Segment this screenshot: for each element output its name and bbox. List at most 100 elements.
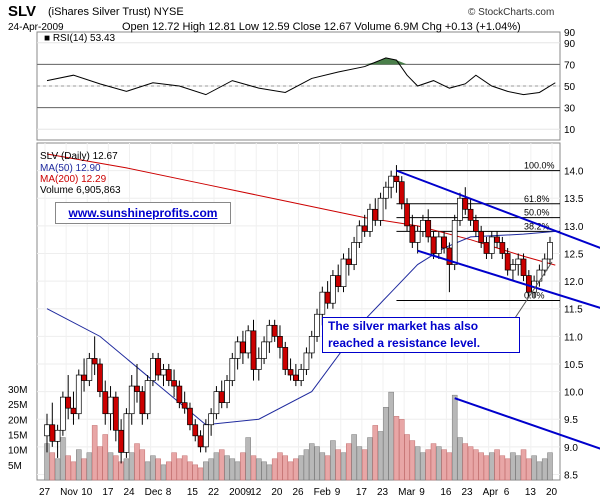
candle-body: [150, 358, 156, 381]
volume-bar: [520, 449, 527, 481]
trendline: [417, 249, 600, 309]
candle-body: [160, 369, 167, 376]
candle-body: [414, 231, 421, 243]
candle-body: [54, 429, 61, 442]
volume-bar: [398, 419, 405, 481]
candle-body: [547, 242, 553, 260]
x-tick-label: Feb: [314, 487, 332, 498]
x-tick-label: 9: [419, 487, 425, 498]
candle-body: [102, 391, 109, 415]
candle-body: [319, 291, 326, 315]
volume-bar: [467, 446, 474, 481]
candle-body: [245, 330, 252, 354]
volume-bar: [446, 452, 453, 481]
candle-body: [107, 396, 114, 415]
candle-body: [541, 258, 548, 271]
legend-price: SLV (Daily) 12.67: [40, 151, 118, 162]
volume-bar: [388, 391, 394, 481]
candle-body: [504, 253, 511, 271]
x-tick-label: 27: [39, 487, 51, 498]
price-tick-label: 12.5: [564, 249, 584, 260]
price-tick-label: 11.0: [564, 332, 583, 343]
candle-body: [176, 385, 183, 404]
candle-body: [75, 374, 82, 415]
candle-body: [86, 358, 93, 381]
volume-tick-label: 15M: [8, 431, 27, 442]
rsi-tick-label: 90: [564, 28, 576, 39]
candle-body: [44, 424, 50, 437]
volume-tick-label: 30M: [8, 385, 27, 396]
x-tick-label: Apr: [483, 487, 499, 498]
website-link[interactable]: www.sunshineprofits.com: [55, 202, 231, 224]
candle-body: [345, 258, 352, 265]
fib-level-label: 38.2%: [524, 221, 550, 231]
volume-bar: [218, 449, 225, 481]
volume-bar: [181, 455, 188, 481]
candle-body: [218, 391, 225, 404]
ticker-symbol: SLV: [8, 3, 37, 20]
legend-volume: Volume 6,905,863: [40, 185, 121, 196]
volume-bar: [139, 449, 146, 481]
candle-body: [383, 186, 389, 199]
rsi-tick-label: 70: [564, 60, 576, 71]
rsi-tick-label: 50: [564, 82, 576, 93]
legend-ma200: MA(200) 12.29: [40, 174, 107, 185]
candle-body: [213, 391, 220, 415]
volume-bar: [340, 452, 347, 481]
candle-body: [240, 341, 246, 354]
volume-bar: [420, 452, 426, 481]
candle-body: [499, 242, 506, 254]
candle-body: [202, 424, 209, 448]
volume-bar: [489, 452, 495, 481]
rsi-tick-label: 30: [564, 104, 576, 115]
price-tick-label: 8.5: [564, 470, 578, 481]
x-tick-label: 8: [166, 487, 172, 498]
candle-body: [171, 380, 177, 387]
volume-bar: [240, 452, 246, 481]
volume-bar: [361, 449, 368, 481]
candle-body: [187, 407, 193, 426]
volume-bar: [330, 440, 336, 481]
volume-bar: [76, 449, 82, 481]
volume-bar: [81, 458, 87, 481]
volume-bar: [107, 452, 114, 481]
ohlc-summary: Open 12.72 High 12.81 Low 12.59 Close 12…: [122, 21, 521, 33]
candle-body: [144, 380, 151, 415]
x-tick-label: 10: [81, 487, 93, 498]
volume-bar: [150, 455, 156, 481]
rsi-label-text: RSI(14) 53.43: [52, 33, 116, 44]
volume-bar: [155, 458, 161, 481]
volume-bar: [250, 455, 257, 481]
volume-bar: [65, 455, 71, 481]
candle-body: [451, 219, 458, 265]
candle-body: [335, 275, 342, 287]
volume-bar: [171, 452, 177, 481]
volume-bar: [335, 449, 341, 481]
volume-bar: [526, 458, 532, 481]
volume-bar: [478, 452, 484, 481]
x-tick-label: 24: [124, 487, 136, 498]
candle-body: [112, 396, 119, 431]
volume-bar: [319, 452, 326, 481]
volume-bar: [510, 452, 516, 481]
volume-bar: [404, 434, 410, 481]
candle-body: [81, 374, 87, 381]
candle-body: [261, 341, 267, 359]
volume-bar: [224, 455, 230, 481]
volume-tick-label: 25M: [8, 400, 27, 411]
volume-bar: [70, 461, 77, 481]
candle-body: [351, 242, 357, 265]
candle-body: [462, 197, 469, 210]
volume-bar: [118, 461, 124, 481]
volume-bar: [531, 455, 537, 481]
candle-body: [139, 391, 146, 415]
volume-bar: [187, 461, 193, 481]
candle-body: [165, 369, 172, 381]
candle-body: [97, 363, 103, 392]
candle-body: [515, 258, 522, 265]
volume-bar: [383, 407, 389, 481]
candle-body: [536, 269, 543, 282]
volume-bar: [134, 443, 140, 481]
volume-bar: [356, 446, 363, 481]
